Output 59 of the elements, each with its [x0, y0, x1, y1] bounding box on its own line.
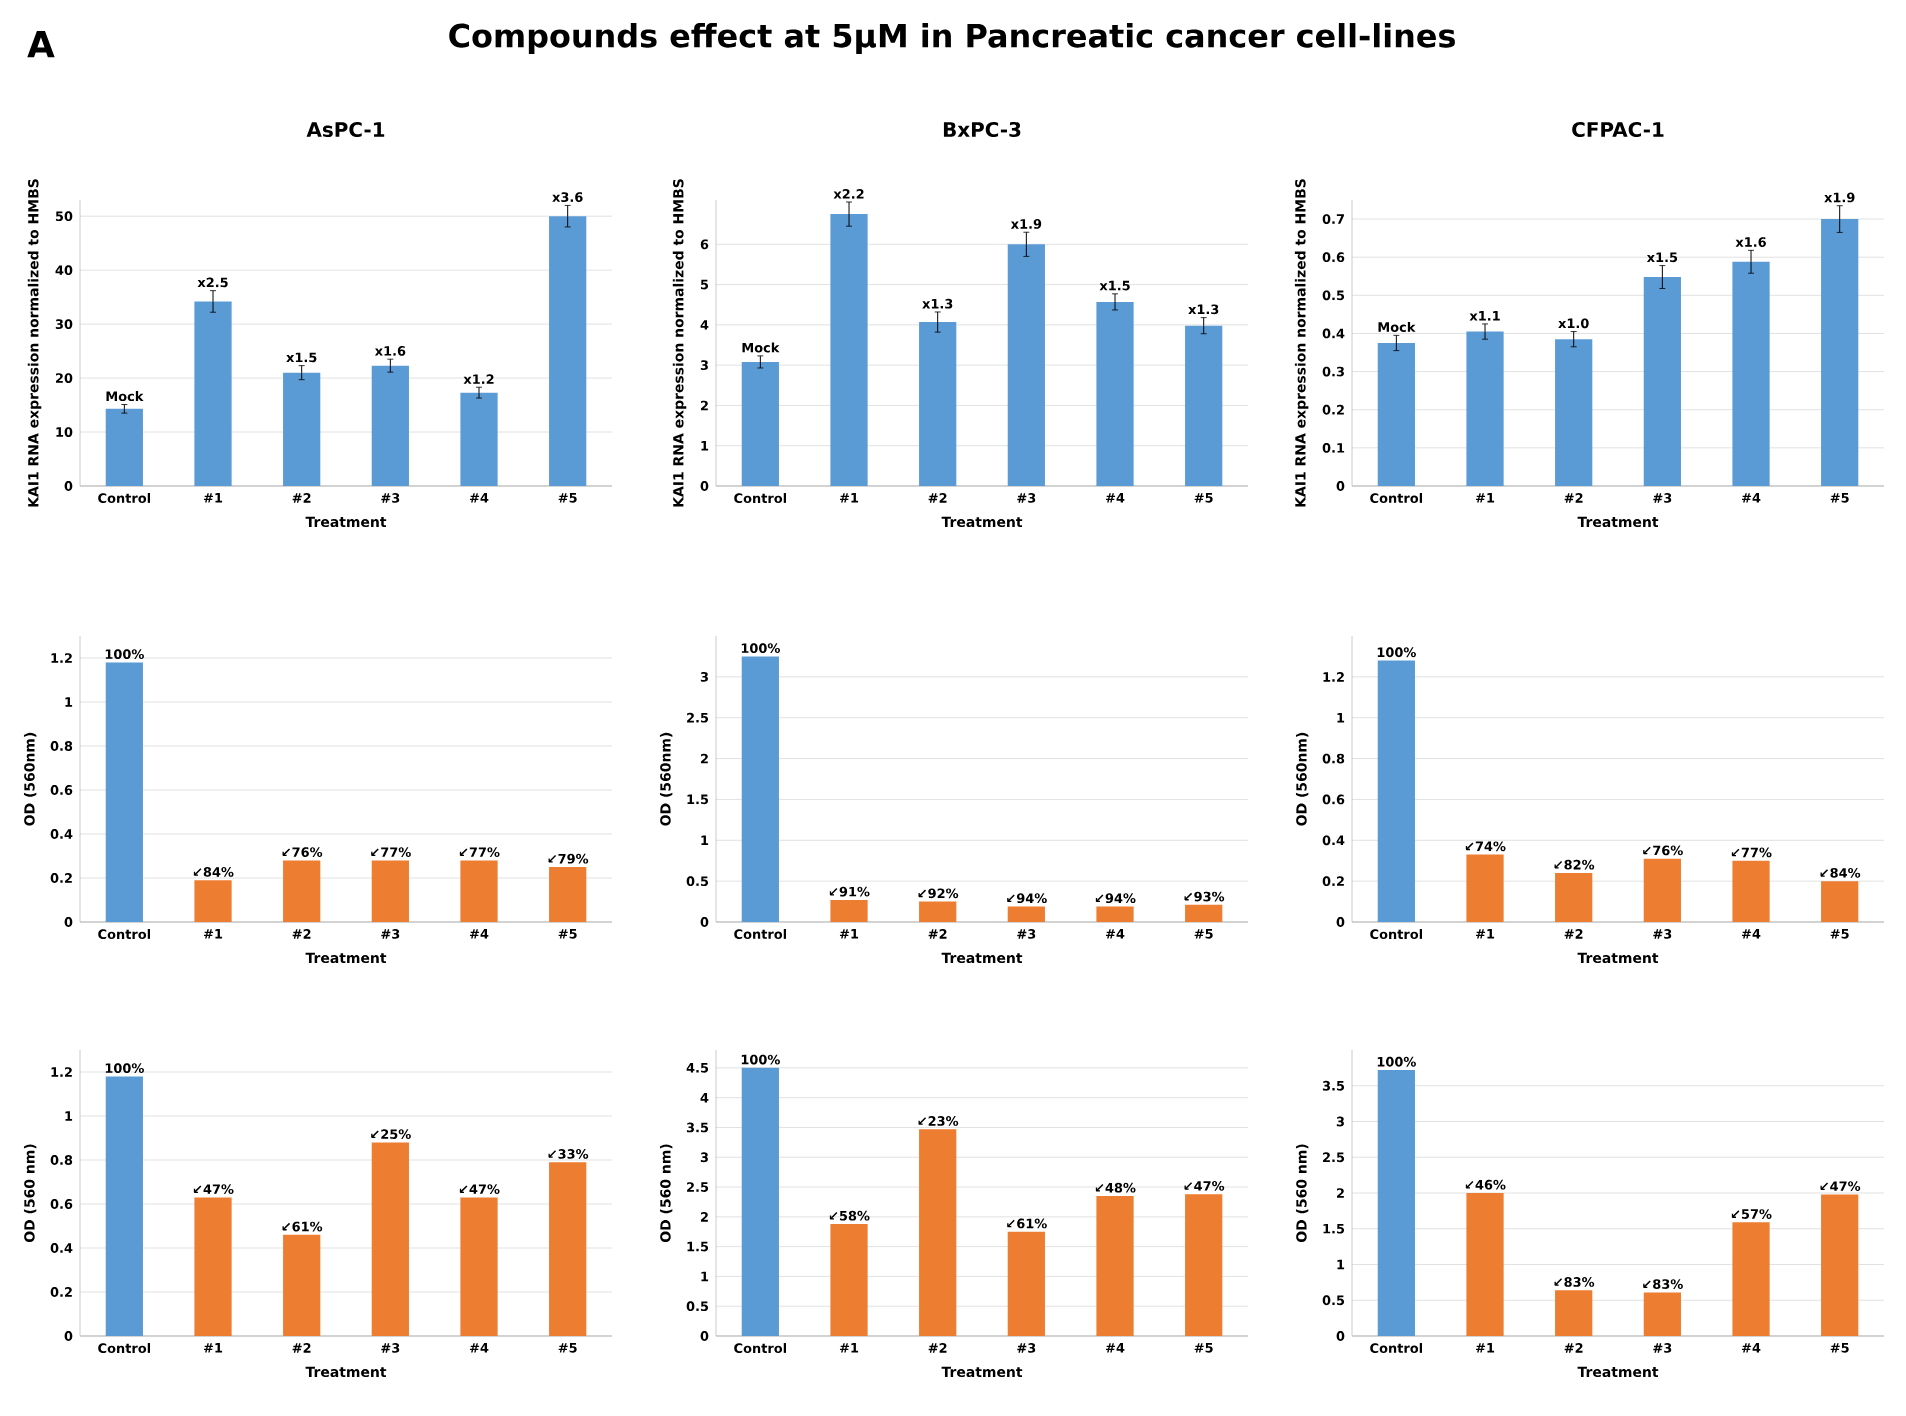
bar — [1732, 261, 1770, 486]
bar — [1377, 343, 1415, 486]
bar — [194, 1197, 232, 1336]
bar — [549, 1162, 587, 1336]
bar — [830, 214, 868, 486]
text: Compounds effect at 5µM in Pancreatic cancer cell-lines — [449, 23, 1455, 54]
bar — [1185, 1194, 1223, 1336]
bar — [1555, 1290, 1593, 1336]
bar — [741, 656, 779, 922]
bar — [460, 1197, 498, 1336]
bar — [1732, 1222, 1770, 1336]
bar — [1643, 1292, 1681, 1336]
chart-title: AsPC-1 — [306, 121, 385, 137]
bar — [741, 1067, 779, 1336]
bar — [1007, 906, 1045, 922]
bar — [1821, 1194, 1859, 1336]
bar — [283, 860, 321, 922]
bar — [1821, 219, 1859, 486]
bar — [830, 899, 868, 922]
bar — [1096, 906, 1134, 922]
bar — [919, 322, 957, 486]
bar — [741, 361, 779, 486]
bar — [1096, 301, 1134, 486]
bar — [371, 365, 409, 486]
bar — [919, 1129, 957, 1336]
chart-title: CFPAC-1 — [1572, 121, 1664, 137]
bar — [1185, 325, 1223, 486]
bar — [194, 301, 232, 486]
bar — [460, 392, 498, 486]
bar — [919, 901, 957, 922]
bar — [1007, 244, 1045, 486]
bar — [1185, 904, 1223, 922]
bar — [460, 860, 498, 922]
bar — [1096, 1195, 1134, 1336]
bar — [1732, 860, 1770, 922]
bar — [105, 1076, 143, 1336]
bar — [371, 860, 409, 922]
bar — [105, 662, 143, 922]
bar — [1821, 881, 1859, 922]
bar — [1377, 1070, 1415, 1336]
bar — [371, 1142, 409, 1336]
bar — [549, 216, 587, 486]
text: A — [27, 31, 55, 58]
bar — [1466, 331, 1504, 486]
bar — [1466, 854, 1504, 922]
chart-title: BxPC-3 — [943, 121, 1021, 137]
bar — [283, 1234, 321, 1336]
bar — [1007, 1231, 1045, 1336]
bar — [1466, 1193, 1504, 1336]
bar — [1643, 277, 1681, 486]
bar — [283, 372, 321, 486]
bar — [830, 1223, 868, 1336]
bar — [1377, 660, 1415, 922]
bar — [1555, 872, 1593, 922]
bar — [1643, 858, 1681, 922]
bar — [549, 867, 587, 922]
bar — [1555, 339, 1593, 486]
bar — [194, 880, 232, 922]
bar — [105, 408, 143, 486]
